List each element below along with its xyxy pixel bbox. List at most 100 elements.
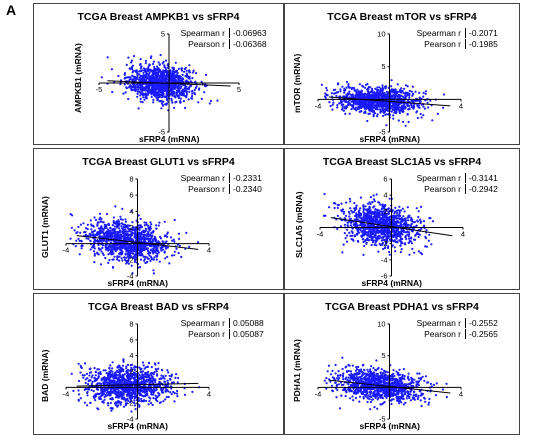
- data-point: [364, 111, 367, 114]
- data-point: [349, 200, 352, 203]
- data-point: [362, 208, 365, 212]
- data-point: [166, 231, 169, 234]
- stat-value: -0.06368: [229, 38, 275, 49]
- data-point: [426, 101, 429, 104]
- data-point: [378, 86, 381, 89]
- data-point: [377, 88, 380, 92]
- data-point: [154, 95, 157, 98]
- scatter-plot: -5 55-5: [96, 30, 241, 137]
- data-point: [353, 99, 356, 102]
- data-point: [125, 259, 128, 262]
- data-point: [188, 64, 191, 67]
- data-point: [381, 241, 385, 245]
- data-point: [200, 80, 203, 83]
- data-point: [118, 236, 121, 239]
- data-point: [173, 106, 176, 109]
- data-point: [124, 218, 127, 221]
- data-point: [376, 86, 379, 89]
- data-point: [144, 62, 147, 65]
- data-point: [119, 251, 122, 254]
- data-point: [396, 212, 399, 215]
- data-point: [424, 99, 427, 102]
- data-point: [85, 227, 88, 230]
- data-point: [410, 90, 413, 93]
- data-point: [128, 85, 132, 88]
- data-point: [339, 90, 342, 93]
- data-point: [190, 90, 193, 93]
- data-point: [188, 90, 191, 93]
- data-point: [173, 240, 176, 243]
- stat-row: Pearson r -0.2340: [163, 183, 275, 194]
- data-point: [345, 234, 349, 237]
- data-point: [366, 88, 369, 91]
- data-point: [152, 68, 155, 71]
- data-point: [400, 216, 403, 219]
- data-point: [137, 88, 140, 91]
- data-point: [133, 260, 136, 263]
- data-point: [442, 93, 445, 96]
- data-point: [127, 255, 130, 258]
- y-axis-label: mTOR (mRNA): [292, 53, 302, 113]
- data-point: [333, 206, 336, 210]
- data-point: [94, 233, 97, 236]
- data-point: [400, 220, 404, 223]
- data-point: [113, 255, 116, 258]
- data-point: [130, 239, 133, 242]
- data-point: [390, 110, 393, 113]
- data-point: [384, 95, 387, 98]
- data-point: [96, 223, 99, 226]
- data-point: [420, 220, 423, 223]
- data-point: [404, 84, 408, 87]
- data-point: [125, 87, 128, 90]
- stat-row: Pearson r -0.2942: [399, 183, 511, 194]
- stat-row: Spearman r -0.06963: [163, 27, 275, 38]
- data-point: [422, 95, 425, 98]
- data-point: [394, 206, 397, 209]
- data-point: [377, 92, 380, 96]
- data-point: [125, 63, 128, 66]
- data-point: [128, 224, 131, 227]
- x-axis-label: sFRP4 (mRNA): [107, 278, 168, 288]
- data-point: [414, 234, 417, 237]
- data-point: [160, 73, 163, 76]
- data-point: [379, 244, 382, 247]
- data-point: [139, 258, 143, 261]
- data-point: [93, 252, 96, 255]
- data-point: [384, 113, 387, 116]
- data-point: [159, 53, 162, 57]
- data-point: [381, 212, 384, 215]
- data-point: [100, 226, 103, 229]
- data-point: [334, 202, 337, 205]
- data-point: [375, 244, 378, 247]
- data-point: [152, 62, 155, 66]
- data-point: [364, 86, 367, 89]
- data-point: [356, 108, 359, 111]
- data-point: [409, 240, 412, 243]
- y-axis-label: GLUT1 (mRNA): [40, 195, 50, 258]
- data-point: [399, 244, 402, 247]
- data-point: [186, 76, 189, 79]
- data-point: [396, 95, 400, 98]
- data-point: [171, 74, 175, 77]
- data-point: [419, 112, 422, 116]
- data-point: [131, 221, 134, 224]
- data-point: [174, 96, 177, 99]
- x-tick-label: 4: [461, 230, 465, 239]
- data-point: [150, 257, 153, 261]
- data-point: [147, 227, 150, 230]
- data-point: [100, 250, 103, 253]
- data-point: [144, 71, 147, 74]
- data-point: [116, 236, 119, 239]
- data-point: [165, 98, 168, 102]
- data-point: [93, 241, 96, 244]
- data-point: [424, 245, 427, 248]
- scatter-points: [100, 53, 219, 112]
- data-point: [111, 228, 114, 231]
- data-point: [153, 235, 156, 238]
- data-point: [121, 259, 124, 262]
- data-point: [77, 399, 80, 402]
- data-point: [150, 79, 153, 83]
- data-point: [86, 394, 89, 397]
- y-tick-label: 2: [383, 207, 387, 216]
- data-point: [90, 228, 93, 231]
